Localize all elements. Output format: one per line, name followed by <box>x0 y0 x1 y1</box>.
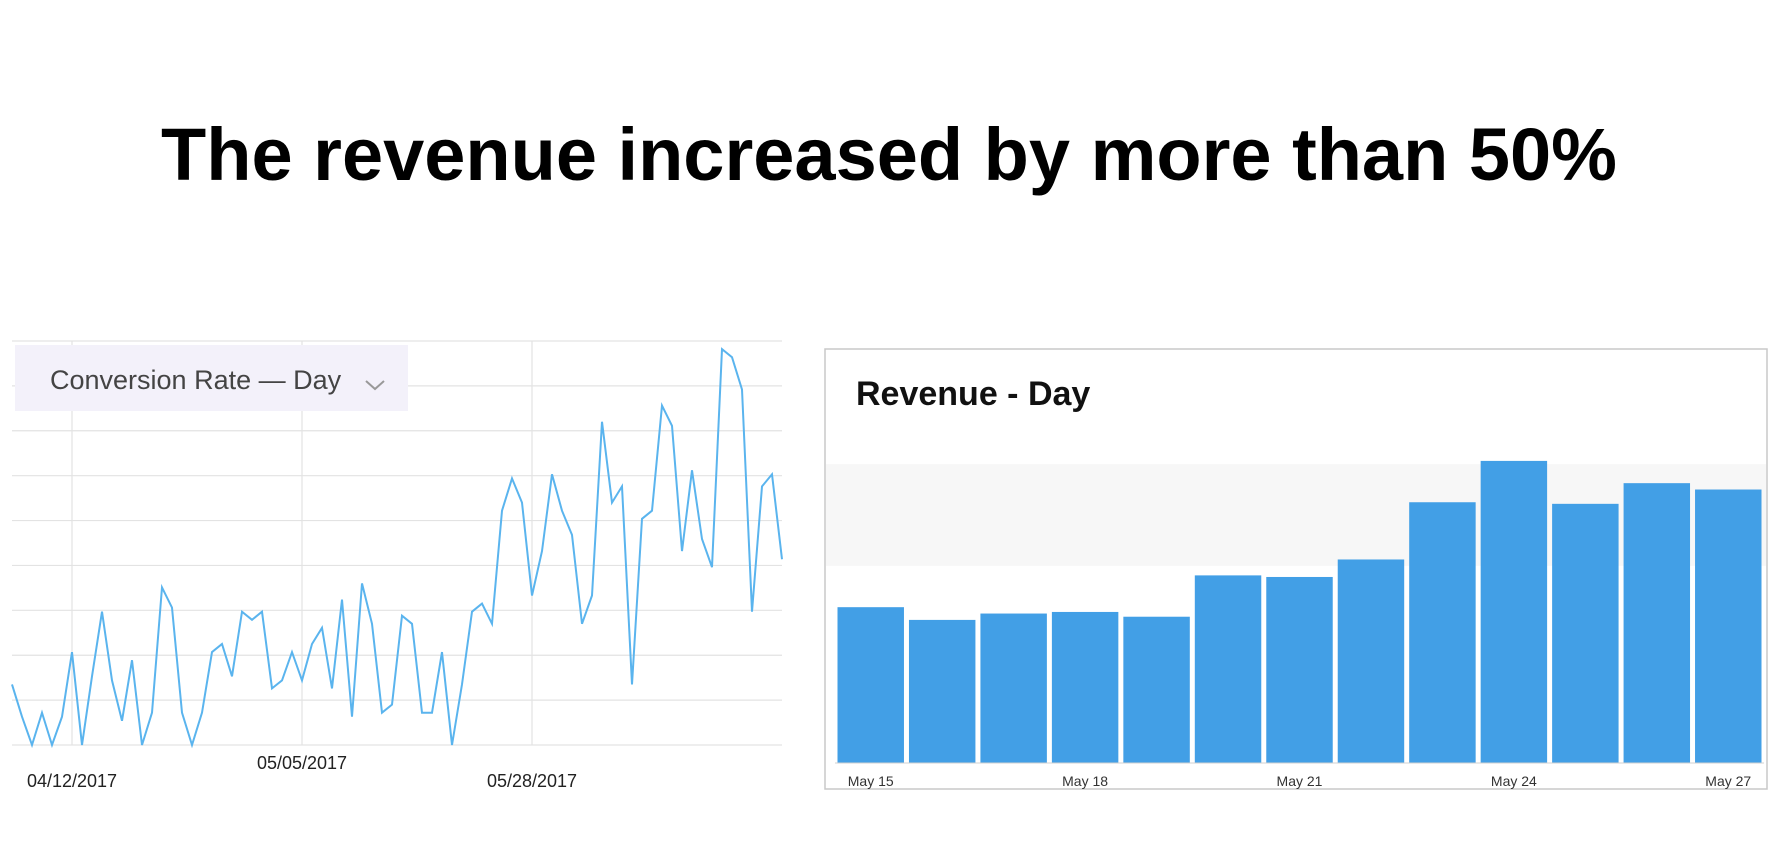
x-tick-label: May 21 <box>1277 773 1323 789</box>
chevron-down-icon <box>365 380 385 391</box>
chart-title-background <box>15 345 408 411</box>
x-tick-label: May 27 <box>1705 773 1751 789</box>
revenue-chart: Revenue - Day May 15 May 18 May 21 May 24 Ma… <box>820 345 1778 805</box>
revenue-chart-title: Revenue - Day <box>856 375 1090 413</box>
revenue-bar <box>1337 559 1405 763</box>
x-tick-label: May 18 <box>1062 773 1108 789</box>
revenue-chart-x-axis: May 15 May 18 May 21 May 24 May 27 <box>848 773 1752 789</box>
x-tick-label: 04/12/2017 <box>27 771 117 791</box>
x-tick-label: 05/05/2017 <box>257 753 347 773</box>
slide-title: The revenue increased by more than 50% <box>161 113 1617 196</box>
revenue-bar <box>1051 611 1119 763</box>
x-tick-label: 05/28/2017 <box>487 771 577 791</box>
revenue-bar <box>837 607 904 763</box>
revenue-bar <box>1266 576 1333 763</box>
revenue-bar <box>980 613 1047 763</box>
revenue-bar <box>1552 503 1619 763</box>
x-tick-label: May 15 <box>848 773 894 789</box>
revenue-bar <box>908 619 976 763</box>
revenue-bar <box>1123 616 1190 763</box>
revenue-bars <box>837 460 1762 763</box>
revenue-chart-svg: Revenue - Day May 15 May 18 May 21 May 24 Ma… <box>824 348 1768 790</box>
chart-title-dropdown[interactable]: Conversion Rate — Day <box>15 345 408 411</box>
conversion-rate-chart-title: Conversion Rate — Day <box>50 365 342 395</box>
revenue-bar <box>1480 460 1548 763</box>
line-chart-x-axis: 04/12/2017 05/05/2017 05/28/2017 <box>27 753 577 791</box>
revenue-bar <box>1194 575 1262 763</box>
revenue-bar <box>1695 489 1762 763</box>
conversion-rate-chart-svg: Conversion Rate — Day 04/12/2017 05/05/20… <box>11 340 783 791</box>
revenue-bar <box>1623 483 1691 763</box>
conversion-rate-series-line <box>11 347 783 749</box>
revenue-chart-frame <box>824 348 1768 790</box>
x-tick-label: May 24 <box>1491 773 1537 789</box>
conversion-rate-chart: Conversion Rate — Day 04/12/2017 05/05/20… <box>0 335 800 805</box>
revenue-bar <box>1409 502 1476 763</box>
